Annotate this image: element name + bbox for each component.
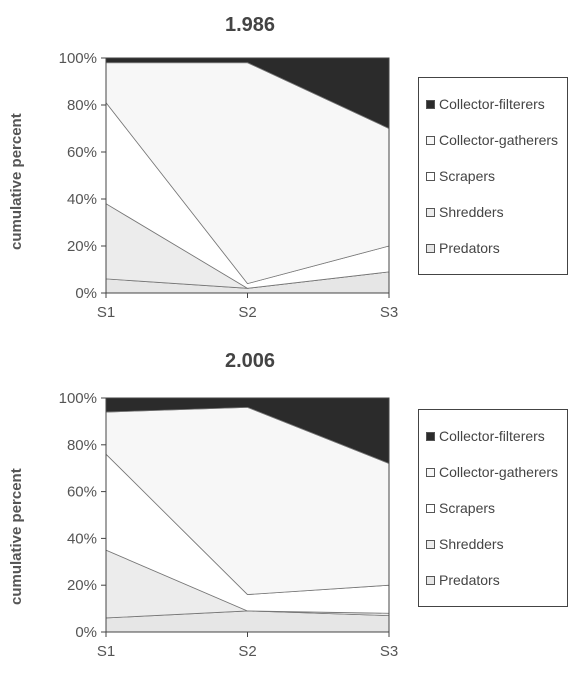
legend-item-scrapers: Scrapers [426, 168, 495, 184]
chart-title: 1.986 [224, 14, 276, 36]
x-tick-label: S3 [380, 304, 398, 321]
legend-item-predators: Predators [426, 572, 500, 588]
chart-panel-1986: 1.986 cumulative percent 0% 20% 40% 60% 80% 1… [0, 0, 568, 335]
x-tick-label: S3 [380, 643, 398, 660]
area-chart-1986: 0% 20% 40% 60% 80% 100% S1 S2 S3 [59, 50, 399, 321]
y-tick-label: 0% [75, 285, 97, 302]
chart-title: 2.006 [224, 350, 276, 372]
legend-label: Collector-gatherers [439, 132, 559, 148]
x-tick-label: S1 [97, 304, 115, 321]
legend-swatch [426, 135, 435, 145]
chart-panel-2006: 2.006 cumulative percent 0% 20% 40% 60% 80% 1… [0, 335, 568, 674]
legend-item-collector-gatherers: Collector-gatherers [426, 132, 558, 148]
legend-item-scrapers: Scrapers [426, 500, 495, 516]
y-tick-label: 80% [67, 437, 97, 454]
y-tick-label: 20% [67, 577, 97, 594]
legend-item-shredders: Shredders [426, 204, 504, 220]
x-tick-label: S2 [238, 643, 256, 660]
legend-swatch [426, 171, 435, 181]
legend-label: Collector-filterers [439, 428, 545, 444]
legend-swatch [426, 431, 435, 441]
legend-swatch [426, 207, 435, 217]
area-chart-2006: 0% 20% 40% 60% 80% 100% S1 S2 S3 [59, 390, 399, 660]
legend-swatch [426, 575, 435, 585]
y-tick-label: 100% [59, 50, 97, 67]
legend-item-predators: Predators [426, 240, 500, 256]
legend-swatch [426, 503, 435, 513]
y-tick-label: 40% [67, 530, 97, 547]
y-tick-label: 100% [59, 390, 97, 407]
legend-label: Collector-gatherers [439, 464, 559, 480]
y-tick-label: 60% [67, 144, 97, 161]
legend-label: Scrapers [439, 500, 496, 516]
legend-item-collector-filterers: Collector-filterers [426, 428, 545, 444]
legend-label: Predators [439, 572, 500, 588]
legend-item-shredders: Shredders [426, 536, 504, 552]
y-tick-label: 0% [75, 624, 97, 641]
y-tick-label: 60% [67, 484, 97, 501]
legend-swatch [426, 467, 435, 477]
y-tick-label: 40% [67, 191, 97, 208]
legend-swatch [426, 243, 435, 253]
legend-label: Scrapers [439, 168, 496, 184]
legend-swatch [426, 539, 435, 549]
legend-label: Predators [439, 240, 500, 256]
y-tick-label: 80% [67, 97, 97, 114]
legend-label: Shredders [439, 204, 504, 220]
legend: Collector-filterers Collector-gatherers … [418, 77, 568, 275]
legend-label: Collector-filterers [439, 96, 545, 112]
x-tick-label: S1 [97, 643, 115, 660]
legend: Collector-filterers Collector-gatherers … [418, 409, 568, 607]
x-tick-label: S2 [238, 304, 256, 321]
legend-item-collector-gatherers: Collector-gatherers [426, 464, 558, 480]
legend-label: Shredders [439, 536, 504, 552]
y-tick-label: 20% [67, 238, 97, 255]
legend-swatch [426, 99, 435, 109]
legend-item-collector-filterers: Collector-filterers [426, 96, 545, 112]
